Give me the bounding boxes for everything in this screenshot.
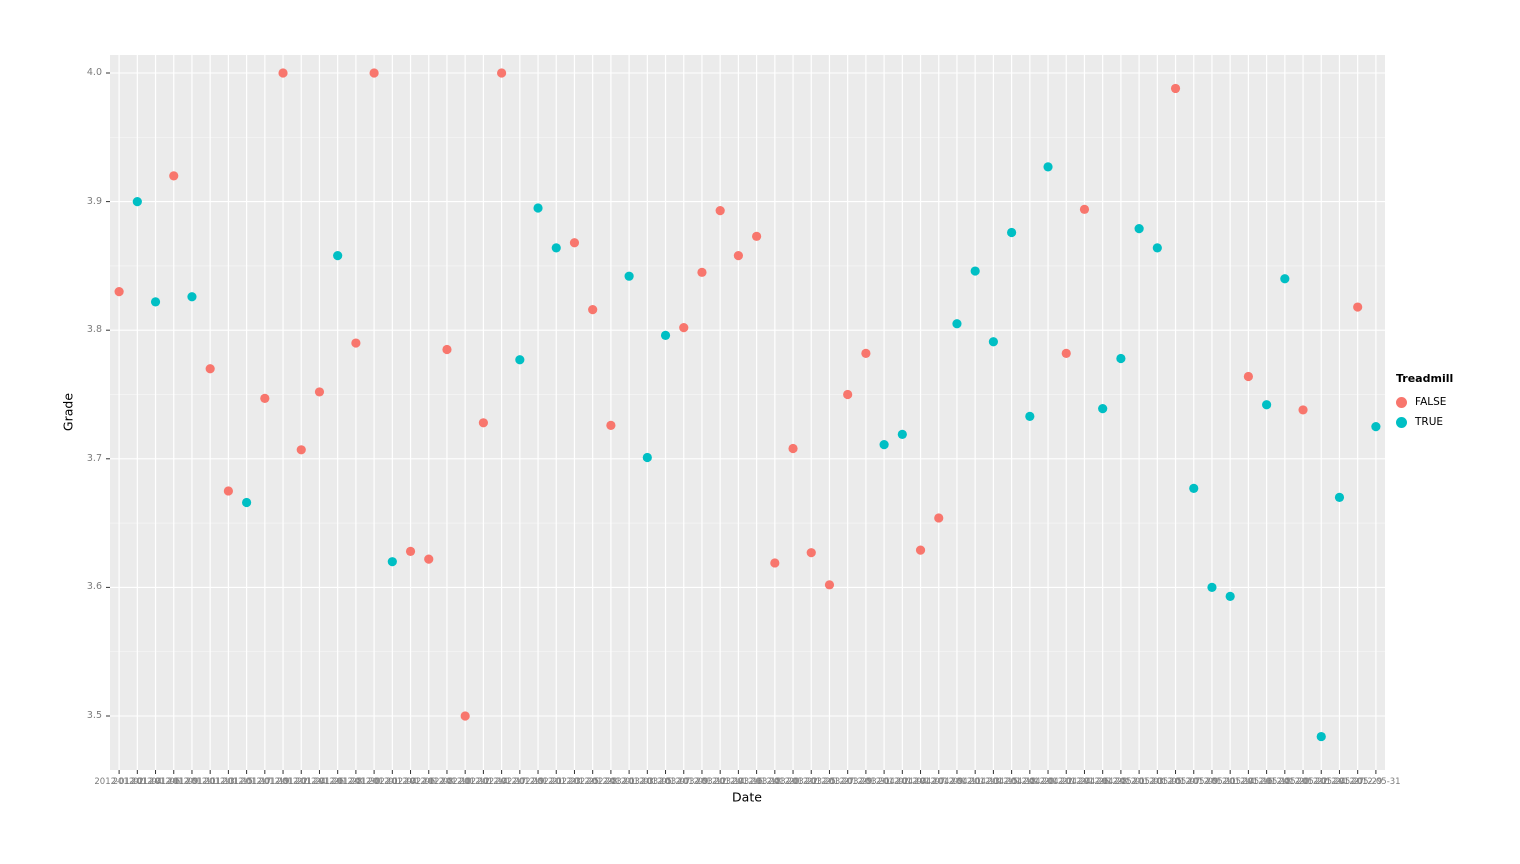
legend-entry-true: TRUE [1396, 412, 1453, 432]
x-tick-label: 2012-03-31 [841, 777, 891, 787]
x-tick-label: 2012-01-09 [149, 777, 199, 787]
x-tick-label: 2012-02-19 [495, 777, 545, 787]
x-tick-label: 2012-03-05 [622, 777, 673, 787]
legend-label-false: FALSE [1415, 396, 1447, 408]
y-axis-title: Grade [60, 392, 76, 432]
x-tick-label: 2012-03-18 [731, 777, 782, 787]
x-tick-label: 2012-03-07 [640, 777, 691, 787]
x-tick-label: 2012-04-09 [914, 777, 964, 787]
x-tick-label: 2012-03-22 [768, 777, 818, 787]
x-tick-label: 2012-01-26 [294, 777, 345, 787]
x-tick-label: 2012-02-04 [367, 777, 418, 787]
x-tick-label: 2012-05-03 [1114, 777, 1164, 787]
x-tick-label: 2012-05-01 [1096, 777, 1146, 787]
x-tick-label: 2012-02-10 [422, 777, 472, 787]
x-tick-label: 2012-04-18 [986, 777, 1037, 787]
x-tick-label: 2012-05-14 [1205, 777, 1255, 787]
x-tick-label: 2012-01-13 [185, 777, 235, 787]
x-tick-label: 2012-04-15 [968, 777, 1019, 787]
x-tick-label: 2012-01-17 [221, 777, 272, 787]
x-tick-label: 2012-05-09 [1169, 777, 1219, 787]
x-tick-label: 2012-04-26 [1059, 777, 1110, 787]
x-tick-label: 2012-02-23 [531, 777, 581, 787]
x-tick-label: 2012-02-12 [440, 777, 490, 787]
x-tick-label: 2012-01-15 [203, 777, 254, 787]
x-tick-label: 2012-05-27 [1314, 777, 1365, 787]
x-tick-label: 2012-03-20 [750, 777, 800, 787]
x-tick-label: 2012-03-29 [822, 777, 873, 787]
x-tick-label: 2012-04-02 [859, 777, 909, 787]
x-tick-label: 2012-03-03 [604, 777, 654, 787]
y-tick-label: 3.7 [86, 452, 102, 464]
y-tick-label: 3.9 [86, 195, 102, 207]
x-tick-label: 2012-02-14 [458, 777, 509, 787]
x-tick-label: 2012-05-22 [1278, 777, 1328, 787]
x-tick-label: 2012-01-04 [112, 777, 163, 787]
x-tick-label: 2012-05-29 [1332, 777, 1383, 787]
x-tick-label: 2012-02-25 [549, 777, 600, 787]
y-tick-label: 3.8 [86, 324, 102, 336]
x-tick-label: 2012-02-06 [385, 777, 436, 787]
x-tick-label: 2012-05-31 [1351, 777, 1401, 787]
x-tick-label: 2012-03-09 [659, 777, 709, 787]
x-tick-label: 2012-01-06 [130, 777, 181, 787]
x-tick-label: 2012-05-16 [1223, 777, 1274, 787]
x-tick-label: 2012-01-30 [331, 777, 381, 787]
x-tick-label: 2012-04-24 [1041, 777, 1091, 787]
legend-title: Treadmill [1396, 372, 1454, 385]
x-tick-label: 2012-03-16 [713, 777, 764, 787]
legend-swatch-false-icon [1396, 396, 1407, 408]
y-tick-label: 4.0 [86, 67, 102, 78]
legend: Treadmill FALSE TRUE [1396, 372, 1453, 432]
x-tick-label: 2012-01-02 [94, 777, 144, 787]
x-axis-title: Date [732, 789, 762, 805]
x-tick-label: 2012-02-01 [349, 777, 399, 787]
x-tick-label: 2012-01-19 [240, 777, 290, 787]
x-tick-label: 2012-03-01 [586, 777, 636, 787]
x-tick-label: 2012-04-13 [950, 777, 1000, 787]
legend-label-true: TRUE [1415, 416, 1444, 428]
x-tick-label: 2012-05-20 [1260, 777, 1310, 787]
x-tick-label: 2012-03-12 [677, 777, 727, 787]
x-tick-label: 2012-02-21 [513, 777, 563, 787]
x-tick-label: 2012-03-27 [804, 777, 855, 787]
x-tick-label: 2012-05-05 [1132, 777, 1183, 787]
x-tick-label: 2012-01-24 [276, 777, 326, 787]
x-tick-label: 2012-02-08 [404, 777, 454, 787]
x-tick-label: 2012-02-17 [476, 777, 527, 787]
x-tick-label: 2012-04-20 [1005, 777, 1055, 787]
x-tick-label: 2012-01-22 [258, 777, 308, 787]
x-tick-label: 2012-05-18 [1241, 777, 1292, 787]
x-tick-label: 2012-03-25 [786, 777, 836, 787]
x-tick-label: 2012-04-04 [877, 777, 928, 787]
y-tick-label: 3.6 [86, 581, 102, 593]
y-tick-label: 3.5 [86, 709, 102, 721]
x-tick-label: 2012-05-07 [1150, 777, 1201, 787]
x-tick-label: 2012-02-28 [567, 777, 618, 787]
legend-entry-false: FALSE [1396, 392, 1453, 412]
x-tick-label: 2012-04-22 [1023, 777, 1073, 787]
x-tick-label: 2012-05-11 [1187, 777, 1237, 787]
x-tick-label: 2012-04-11 [932, 777, 982, 787]
x-tick-label: 2012-04-28 [1077, 777, 1128, 787]
x-tick-label: 2012-05-24 [1296, 777, 1346, 787]
legend-swatch-true-icon [1396, 416, 1407, 428]
x-tick-label: 2012-04-07 [895, 777, 946, 787]
x-tick-label: 2012-01-28 [312, 777, 363, 787]
x-tick-label: 2012-03-14 [695, 777, 745, 787]
x-tick-label: 2012-01-11 [167, 777, 217, 787]
